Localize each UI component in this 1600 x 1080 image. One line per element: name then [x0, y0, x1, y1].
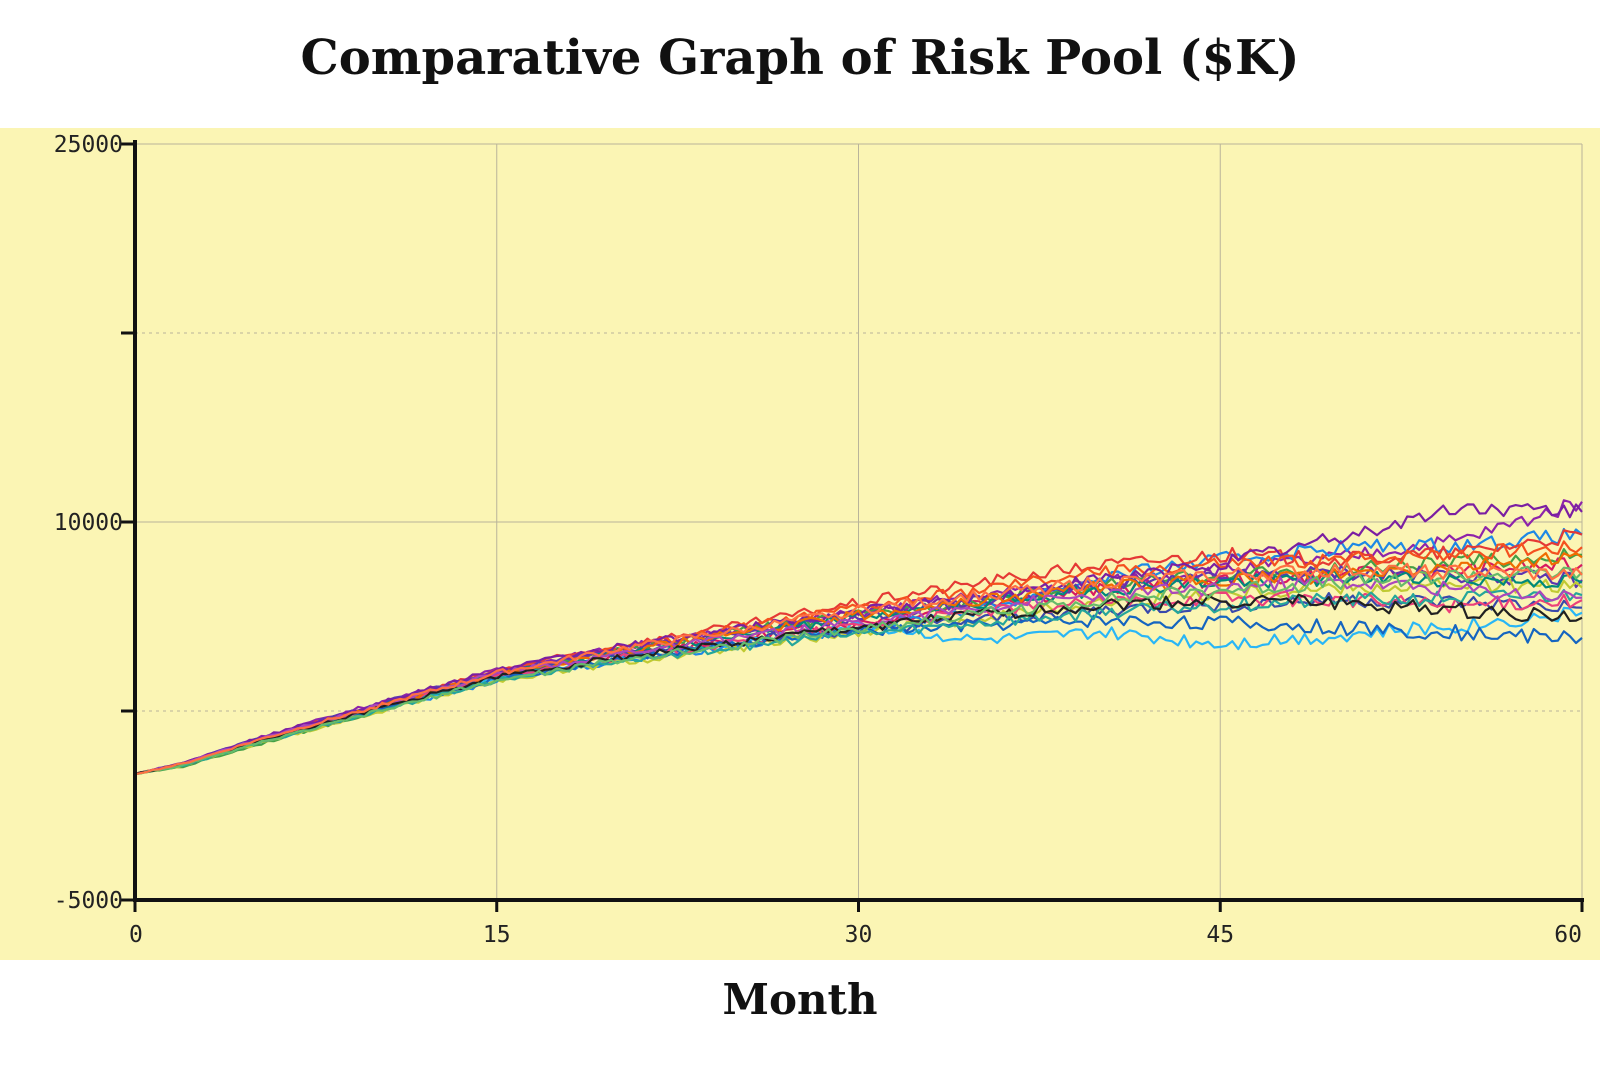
series-line-run-9 [134, 577, 1583, 775]
x-tick-label: 60 [1554, 922, 1582, 948]
y-tick-label: 10000 [54, 510, 123, 536]
series-line-run-14 [134, 503, 1583, 776]
series-line-run-20 [134, 561, 1583, 776]
x-tick-label: 0 [129, 922, 143, 948]
chart-area: 0 15 30 45 60 -5000 10000 25000 [0, 128, 1600, 960]
series-line-run-19 [134, 565, 1583, 776]
tick-labels: 0 15 30 45 60 -5000 10000 25000 [54, 132, 1582, 948]
chart-title: Comparative Graph of Risk Pool ($K) [300, 30, 1300, 86]
x-tick-label: 45 [1206, 922, 1234, 948]
x-axis-label: Month [722, 975, 878, 1024]
y-tick-label: -5000 [54, 888, 123, 914]
series-line-run-17 [134, 576, 1583, 775]
axes [121, 140, 1584, 912]
grid [135, 143, 1583, 900]
plot-background [0, 128, 1600, 960]
x-tick-label: 15 [483, 922, 511, 948]
x-tick-label: 30 [845, 922, 873, 948]
series-group [134, 499, 1583, 776]
y-tick-label: 25000 [54, 132, 123, 158]
